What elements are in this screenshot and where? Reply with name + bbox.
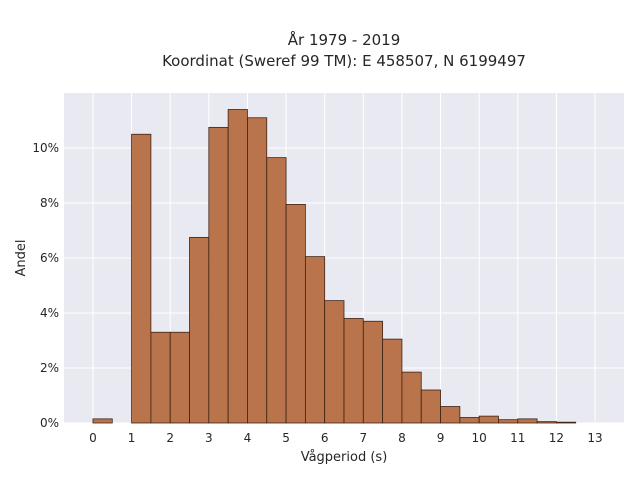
histogram-bar [227,109,248,424]
x-axis-ticks: 0 1 2 3 4 5 6 7 8 9 10 11 12 13 [89,431,603,445]
y-tick-label: 4% [40,306,59,320]
histogram-bar [304,256,326,424]
x-tick-label: 7 [359,431,367,445]
x-tick-label: 8 [398,431,406,445]
x-tick-label: 9 [437,431,445,445]
bars-group [92,109,577,424]
x-tick-label: 6 [321,431,329,445]
x-tick-label: 12 [549,431,564,445]
y-tick-label: 6% [40,251,59,265]
histogram-bar [189,236,210,424]
histogram-bar [440,406,461,424]
chart-title-line-2: Koordinat (Sweref 99 TM): E 458507, N 61… [162,52,526,70]
y-tick-label: 0% [40,416,59,430]
histogram-bar [382,338,403,424]
x-tick-label: 13 [587,431,602,445]
histogram-bar [169,331,190,424]
histogram-bar [92,418,113,424]
histogram-bar [285,203,306,424]
chart-title-line-1: År 1979 - 2019 [288,30,401,49]
histogram-bar [401,371,422,424]
y-axis-ticks: 0% 2% 4% 6% 8% 10% [32,141,59,430]
x-tick-label: 5 [282,431,290,445]
y-tick-label: 10% [32,141,59,155]
histogram-bar [420,389,441,424]
x-tick-label: 3 [205,431,213,445]
histogram-bar [208,126,229,424]
histogram-bar [131,133,152,424]
histogram-bar [556,421,577,424]
y-tick-label: 8% [40,196,59,210]
y-tick-label: 2% [40,361,59,375]
y-axis-label: Andel [14,240,29,277]
x-tick-label: 2 [166,431,174,445]
histogram-bar [247,117,268,424]
x-tick-label: 10 [472,431,487,445]
x-tick-label: 1 [128,431,136,445]
histogram-bar [498,419,519,424]
x-axis-label: Vågperiod (s) [301,450,388,465]
histogram-bar [343,318,364,424]
histogram-bar [459,417,480,424]
histogram-bar [266,157,287,424]
x-tick-label: 4 [244,431,252,445]
x-tick-label: 0 [89,431,97,445]
histogram-bar [150,331,171,424]
histogram-bar [324,300,345,424]
histogram-bar [478,415,499,424]
histogram-bar [362,320,384,424]
histogram-bar [517,418,538,424]
histogram-bar [536,421,557,424]
x-tick-label: 11 [510,431,525,445]
